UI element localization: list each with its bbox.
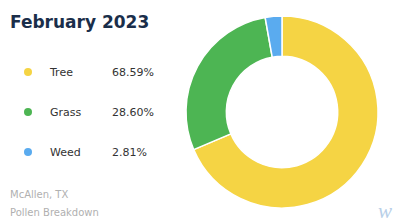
- footer: Pollen Breakdown: [10, 207, 99, 218]
- chart: February 2023 Tree 68.59% Grass 28.60% Weed 2.…: [0, 0, 400, 224]
- legend-label: Tree: [49, 66, 73, 79]
- watermark: w: [378, 199, 392, 223]
- footer: McAllen, TX: [10, 189, 68, 200]
- donut: [186, 16, 378, 208]
- slice: [186, 17, 272, 149]
- legend-swatch: [24, 148, 32, 156]
- legend: Tree 68.59% Grass 28.60% Weed 2.81%: [24, 66, 154, 159]
- legend-swatch: [24, 68, 32, 76]
- legend-label: Grass: [50, 106, 82, 119]
- legend-label: Weed: [50, 146, 81, 159]
- legend-value: 2.81%: [112, 146, 147, 159]
- legend-value: 68.59%: [112, 66, 154, 79]
- legend-swatch: [24, 108, 32, 116]
- slice: [265, 16, 282, 57]
- title: February 2023: [10, 12, 149, 32]
- legend-value: 28.60%: [112, 106, 154, 119]
